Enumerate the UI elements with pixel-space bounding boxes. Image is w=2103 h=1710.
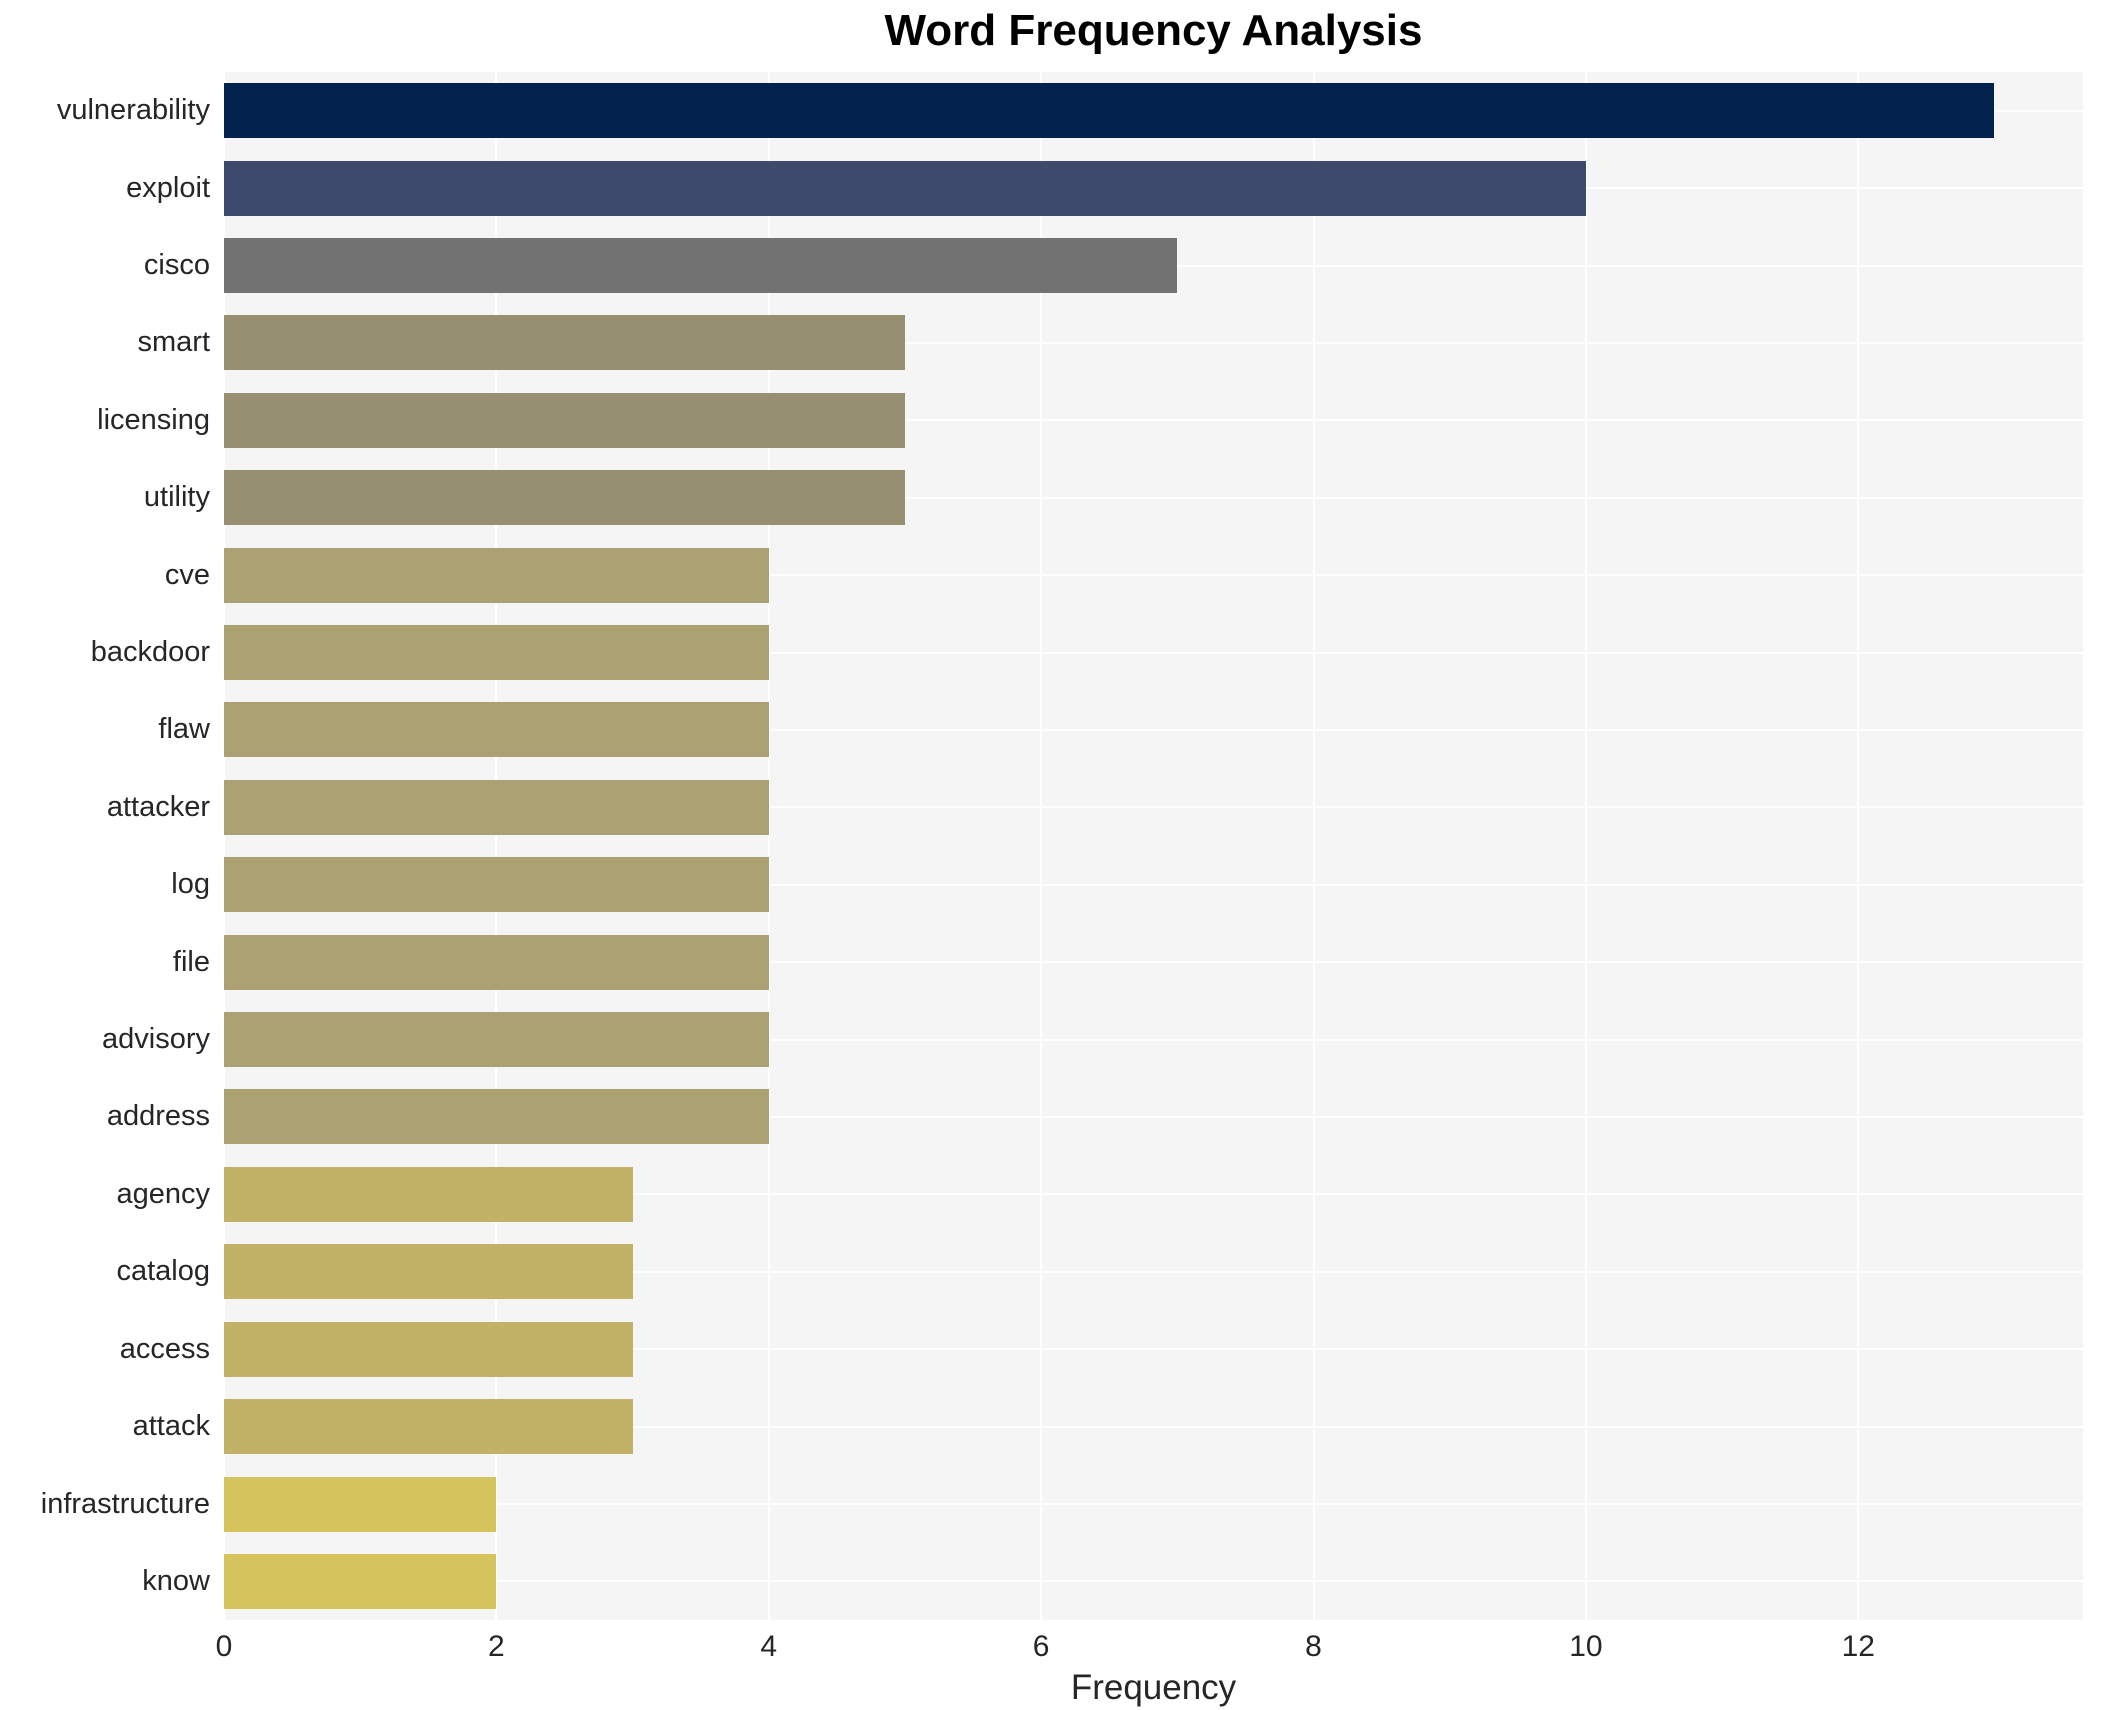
gridline-horizontal <box>224 1425 2083 1428</box>
bar[interactable] <box>224 160 1586 216</box>
bar-row <box>224 769 2083 846</box>
bar[interactable] <box>224 702 769 758</box>
category-label: log <box>171 868 210 901</box>
gridline-horizontal <box>224 574 2083 577</box>
category-label: backdoor <box>90 636 210 669</box>
bar-row <box>224 227 2083 304</box>
gridline-horizontal <box>224 1115 2083 1118</box>
x-tick-label: 4 <box>760 1630 778 1663</box>
bar-row <box>224 1001 2083 1078</box>
bar[interactable] <box>224 779 769 835</box>
gridline-horizontal <box>224 1348 2083 1351</box>
x-axis-label: Frequency <box>1070 1668 1237 1707</box>
bar[interactable] <box>224 625 769 681</box>
category-label: agency <box>116 1177 210 1210</box>
gridline-horizontal <box>224 728 2083 731</box>
category-label: vulnerability <box>56 94 210 127</box>
gridline-horizontal <box>224 341 2083 344</box>
y-axis-category-labels: vulnerability exploit cisco smart licensing u… <box>0 72 210 1620</box>
gridline-horizontal <box>224 651 2083 654</box>
gridline-vertical <box>1584 72 1587 1620</box>
category-label: attack <box>132 1410 210 1443</box>
category-label: cisco <box>143 249 210 282</box>
bar[interactable] <box>224 392 905 448</box>
bar[interactable] <box>224 547 769 603</box>
bar[interactable] <box>224 1399 633 1455</box>
gridline-horizontal <box>224 1503 2083 1506</box>
gridline-vertical <box>767 72 770 1620</box>
gridline-horizontal <box>224 1580 2083 1583</box>
x-tick-label: 0 <box>215 1630 233 1663</box>
gridline-vertical <box>1312 72 1315 1620</box>
gridline-horizontal <box>224 806 2083 809</box>
bar[interactable] <box>224 1012 769 1068</box>
bar-row <box>224 614 2083 691</box>
bar-row <box>224 1465 2083 1542</box>
category-label: address <box>106 1100 210 1133</box>
bar-row <box>224 1078 2083 1155</box>
bar-row <box>224 1388 2083 1465</box>
bar[interactable] <box>224 1553 497 1609</box>
category-label: access <box>119 1332 210 1365</box>
x-tick-label: 6 <box>1032 1630 1050 1663</box>
gridline-vertical <box>495 72 498 1620</box>
bar-row <box>224 459 2083 536</box>
gridline-horizontal <box>224 961 2083 964</box>
plot-area <box>224 72 2083 1620</box>
bar[interactable] <box>224 1321 633 1377</box>
gridline-horizontal <box>224 1193 2083 1196</box>
bar-row <box>224 846 2083 923</box>
bar-row <box>224 149 2083 226</box>
gridline-horizontal <box>224 1270 2083 1273</box>
bar-row <box>224 923 2083 1000</box>
bar[interactable] <box>224 1166 633 1222</box>
x-tick-label: 10 <box>1569 1630 1603 1663</box>
category-label: flaw <box>158 713 210 746</box>
category-label: catalog <box>116 1255 210 1288</box>
category-label: cve <box>164 558 210 591</box>
gridline-vertical <box>1040 72 1043 1620</box>
gridline-horizontal <box>224 883 2083 886</box>
gridline-horizontal <box>224 496 2083 499</box>
bar-row <box>224 1311 2083 1388</box>
bar-row <box>224 304 2083 381</box>
bar-row <box>224 1233 2083 1310</box>
bar-row <box>224 382 2083 459</box>
bar[interactable] <box>224 1476 497 1532</box>
category-label: know <box>142 1564 210 1597</box>
category-label: smart <box>137 326 211 359</box>
bar[interactable] <box>224 934 769 990</box>
bar[interactable] <box>224 1244 633 1300</box>
bar[interactable] <box>224 470 905 526</box>
x-tick-label: 2 <box>488 1630 505 1663</box>
gridline-vertical <box>1857 72 1860 1620</box>
bar-row <box>224 1543 2083 1620</box>
bar-row <box>224 1156 2083 1233</box>
bar[interactable] <box>224 83 1995 139</box>
chart-title: Word Frequency Analysis <box>884 6 1423 55</box>
category-label: file <box>172 945 210 978</box>
category-label: utility <box>143 481 210 514</box>
bar-row <box>224 72 2083 149</box>
bar-rows <box>224 72 2083 1620</box>
category-label: attacker <box>106 790 210 823</box>
gridline-vertical <box>224 72 225 1620</box>
category-label: advisory <box>102 1023 210 1056</box>
bar[interactable] <box>224 238 1178 294</box>
gridline-horizontal <box>224 1038 2083 1041</box>
bar[interactable] <box>224 857 769 913</box>
category-label: infrastructure <box>40 1487 210 1520</box>
bar-row <box>224 691 2083 768</box>
x-axis-ticks: 0 2 4 6 8 10 12 <box>216 1630 2083 1670</box>
category-label: licensing <box>97 403 210 436</box>
bar-row <box>224 536 2083 613</box>
bar[interactable] <box>224 1089 769 1145</box>
bar[interactable] <box>224 315 905 371</box>
x-tick-label: 8 <box>1305 1630 1322 1663</box>
x-tick-label: 12 <box>1841 1630 1875 1663</box>
category-label: exploit <box>126 171 210 204</box>
gridline-horizontal <box>224 419 2083 422</box>
